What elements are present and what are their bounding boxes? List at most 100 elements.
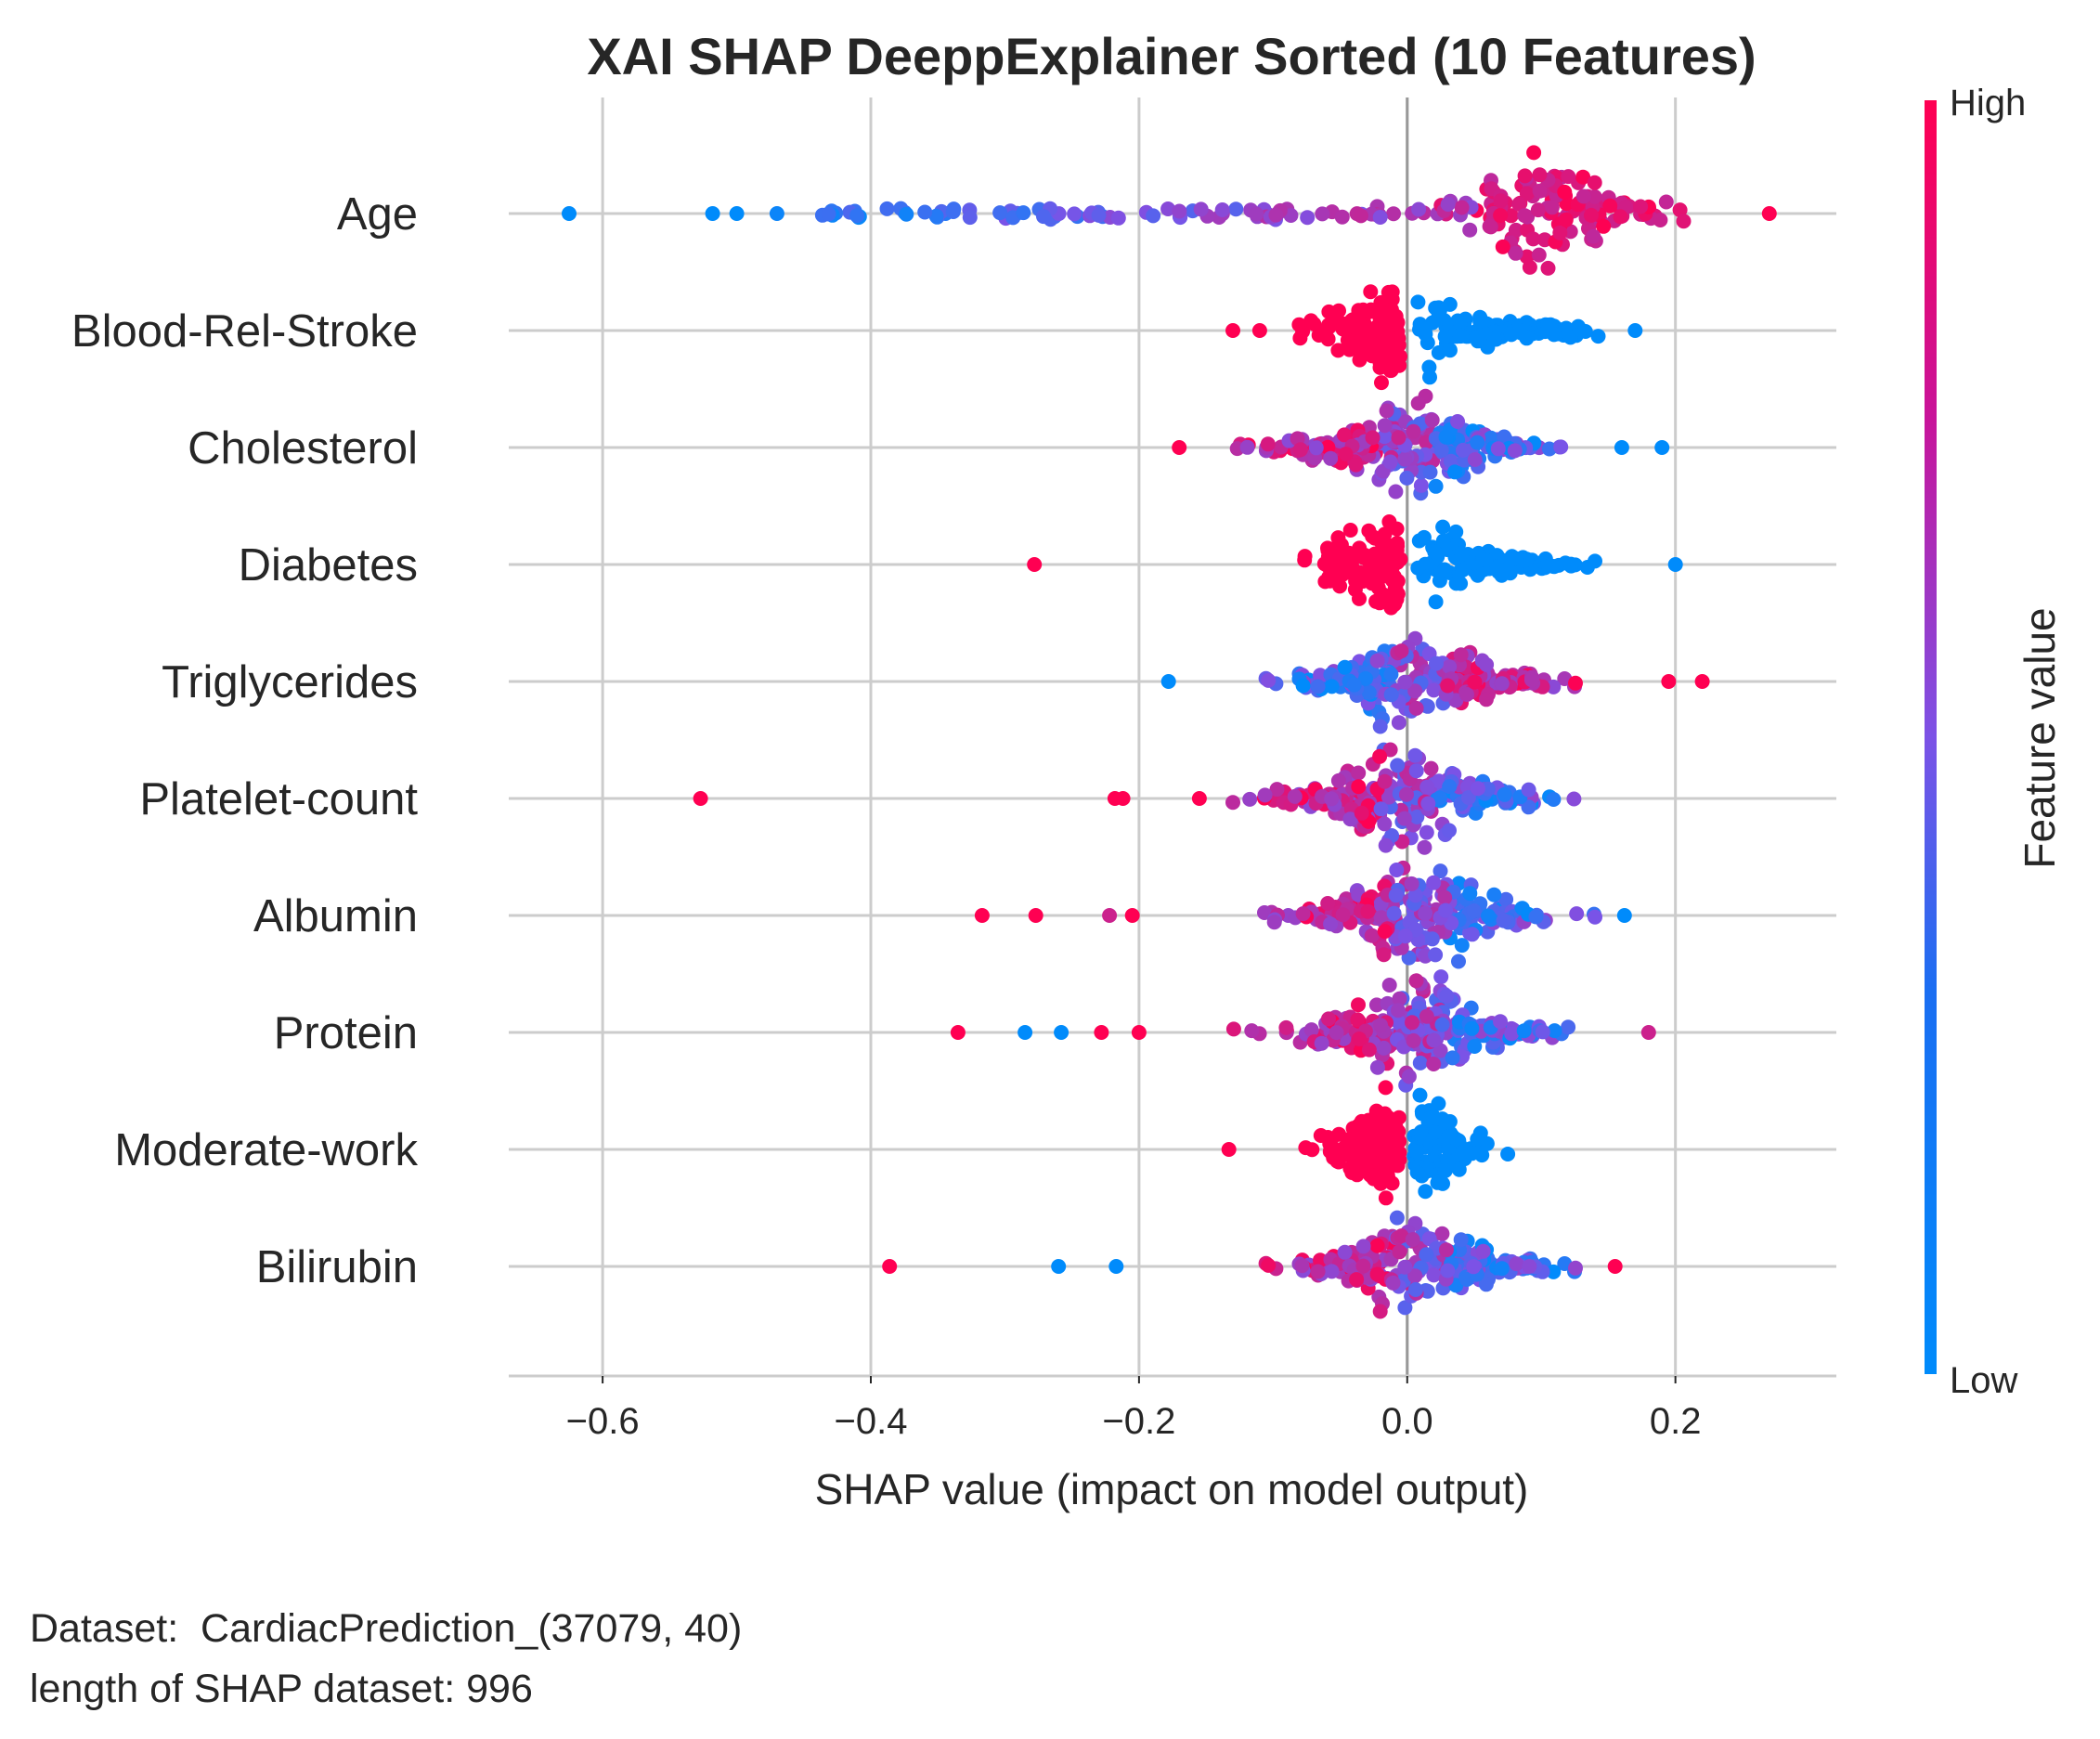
shap-point	[1377, 773, 1393, 789]
shap-point	[1331, 1126, 1347, 1142]
shap-point	[1306, 316, 1322, 331]
shap-point	[1320, 439, 1336, 455]
shap-point	[1251, 323, 1267, 338]
shap-point	[1561, 169, 1576, 185]
shap-point	[1394, 1228, 1409, 1244]
shap-point	[882, 1259, 898, 1274]
shap-point	[1435, 533, 1451, 549]
feature-points	[1225, 284, 1643, 391]
shap-point	[1377, 429, 1393, 445]
shap-point	[1404, 876, 1419, 891]
shap-point	[1454, 200, 1470, 215]
shap-point	[1426, 682, 1442, 698]
shap-point	[1481, 908, 1496, 924]
shap-point	[1405, 1015, 1419, 1031]
shap-point	[1496, 913, 1511, 928]
shap-point	[1391, 715, 1406, 731]
shap-point	[1131, 1025, 1147, 1040]
shap-point	[1442, 823, 1457, 838]
shap-point	[1361, 684, 1377, 700]
shap-point	[1381, 1171, 1396, 1186]
shap-point	[1558, 212, 1574, 227]
shap-point	[1324, 791, 1340, 807]
shap-point	[1378, 1080, 1394, 1096]
shap-point	[1421, 1110, 1437, 1126]
shap-point	[1517, 168, 1533, 184]
shap-point	[1426, 875, 1442, 890]
shap-point	[1509, 1256, 1524, 1272]
shap-point	[1377, 418, 1393, 434]
shap-point	[1407, 888, 1423, 903]
shap-point	[1432, 863, 1448, 879]
shap-point	[1392, 1244, 1407, 1260]
shap-point	[1373, 801, 1389, 817]
shap-point	[1337, 659, 1353, 675]
shap-point	[562, 206, 577, 221]
shap-point	[1372, 1155, 1388, 1171]
shap-point	[1478, 1277, 1494, 1292]
shap-point	[1546, 1264, 1562, 1279]
shap-point	[1413, 477, 1429, 493]
shap-point	[1584, 207, 1599, 223]
shap-point	[1172, 203, 1187, 219]
shap-point	[1494, 676, 1510, 692]
shap-point	[1417, 839, 1432, 855]
shap-point	[1413, 1124, 1429, 1139]
shap-point	[1654, 440, 1670, 455]
feature-points	[882, 1210, 1623, 1319]
shap-point	[1350, 1012, 1366, 1028]
shap-point	[1389, 863, 1405, 877]
shap-point	[1355, 550, 1371, 565]
shap-point	[1110, 210, 1126, 226]
shap-point	[1323, 450, 1339, 466]
feature-label: Platelet-count	[139, 774, 418, 824]
shap-point	[1587, 175, 1602, 190]
shap-point	[1438, 429, 1454, 445]
shap-point	[1478, 552, 1494, 568]
shap-point	[1172, 440, 1187, 455]
shap-point	[1586, 228, 1601, 244]
shap-point	[1407, 683, 1423, 699]
shap-point	[1412, 1055, 1428, 1071]
shap-point	[1432, 303, 1447, 318]
shap-point	[1419, 779, 1435, 795]
shap-point	[1391, 1003, 1406, 1019]
shap-point	[1453, 1232, 1469, 1248]
shap-point	[849, 208, 865, 224]
shap-point	[1532, 167, 1548, 183]
shap-point	[1416, 529, 1432, 545]
shap-point	[1479, 656, 1495, 672]
shap-point	[1373, 910, 1389, 926]
shap-point	[1330, 343, 1346, 358]
shap-point	[1268, 207, 1284, 223]
shap-point	[1397, 1300, 1413, 1316]
shap-point	[1434, 1226, 1450, 1241]
shap-point	[1437, 889, 1453, 905]
shap-point	[1321, 319, 1337, 335]
shap-point	[1369, 1059, 1385, 1075]
chart-title: XAI SHAP DeeppExplainer Sorted (10 Featu…	[587, 27, 1756, 85]
shap-point	[1526, 145, 1542, 161]
shap-point	[1287, 788, 1303, 804]
shap-point	[1440, 678, 1456, 694]
shap-point	[917, 204, 933, 220]
shap-point	[1314, 1035, 1329, 1051]
shap-point	[1193, 201, 1209, 217]
shap-point	[1435, 519, 1451, 535]
shap-point	[1383, 600, 1399, 616]
shap-point	[1295, 906, 1311, 922]
shap-point	[1521, 782, 1536, 798]
shap-point	[1341, 550, 1356, 565]
shap-point	[1424, 412, 1440, 428]
shap-point	[1091, 207, 1107, 223]
shap-point	[1419, 698, 1435, 714]
shap-point	[1382, 742, 1398, 758]
shap-point	[1374, 375, 1389, 391]
shap-point	[1377, 816, 1393, 832]
shap-point	[1419, 1247, 1434, 1263]
feature-label: Blood-Rel-Stroke	[71, 306, 418, 357]
shap-point	[1438, 1113, 1454, 1129]
shap-point	[1672, 202, 1688, 218]
shap-point	[1607, 1259, 1623, 1274]
